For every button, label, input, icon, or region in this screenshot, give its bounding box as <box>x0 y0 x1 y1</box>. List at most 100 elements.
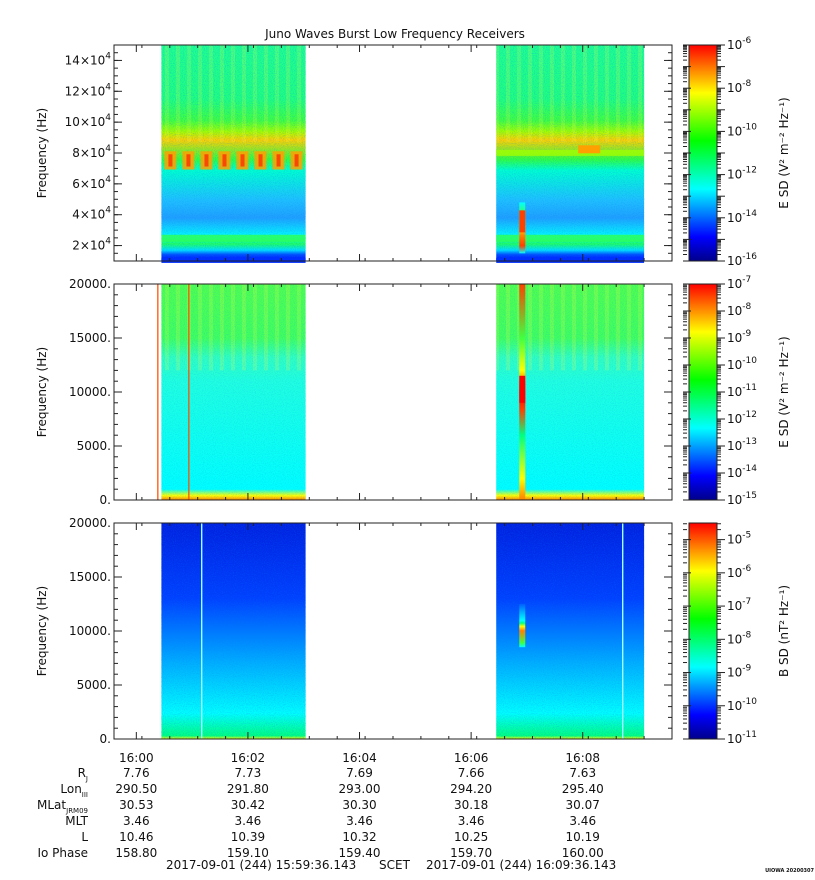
ephemeris-value: 290.50 <box>115 782 157 796</box>
ephemeris-value: 10.46 <box>119 830 153 844</box>
ephemeris-row-label: MLT <box>65 814 88 828</box>
interference-line <box>622 523 624 739</box>
colorbar-tick-label: 10-9 <box>727 664 752 680</box>
y-axis-label: Frequency (Hz) <box>35 347 49 438</box>
ephemeris-value: 160.00 <box>562 846 604 860</box>
spectrogram-speckle <box>161 284 306 500</box>
ephemeris-value: 294.20 <box>450 782 492 796</box>
time-axis: 16:00 16:02 16:04 16:06 16:08 <box>119 751 600 765</box>
emission-band-patch <box>496 149 645 156</box>
colorbar-tick-label: 10-8 <box>727 79 752 95</box>
panel-bottom: 0. 5000. 10000. 15000. 20000. Frequency (Hz) 1… <box>35 516 791 746</box>
y-tick-label: 10000. <box>69 385 111 399</box>
panel-top-data-block <box>496 45 645 263</box>
ephemeris-row-label: L <box>81 830 88 844</box>
ephemeris-value: 10.39 <box>231 830 265 844</box>
y-tick-label: 5000. <box>77 678 111 692</box>
colorbar-tick-label: 10-14 <box>727 209 757 225</box>
ephemeris-value: 3.46 <box>569 814 596 828</box>
ephemeris-value: 10.25 <box>454 830 488 844</box>
colorbar-label: E SD (V² m⁻² Hz⁻¹) <box>777 97 791 208</box>
interference-line <box>201 523 203 739</box>
ephemeris-value: 7.66 <box>458 766 485 780</box>
emission-band-core <box>186 154 191 167</box>
y-tick-label: 15000. <box>69 570 111 584</box>
colorbar-tick-label: 10-7 <box>727 275 751 291</box>
processing-stamp: UIOWA 20200307 <box>765 868 814 874</box>
y-axis-label: Frequency (Hz) <box>35 586 49 677</box>
panel-mid-data-block <box>496 284 645 500</box>
panel-top-colorbar: 10-16 10-14 10-12 10-10 10-8 10-6 E SD (V² m⁻²… <box>683 36 791 268</box>
panel-bottom-colorbar: 10-11 10-10 10-9 10-8 10-7 10-6 10-5 B SD (nT² … <box>683 522 791 746</box>
colorbar-tick-label: 10-5 <box>727 531 751 547</box>
x-tick-label: 16:08 <box>565 751 600 765</box>
colorbar-tick-label: 10-15 <box>727 491 757 507</box>
colorbar-tick-label: 10-12 <box>727 410 757 426</box>
figure-title: Juno Waves Burst Low Frequency Receivers <box>264 27 525 41</box>
ephemeris-value: 30.18 <box>454 798 488 812</box>
scet-start: 2017-09-01 (244) 15:59:36.143 <box>166 858 356 872</box>
panel-bottom-data-block <box>496 523 645 739</box>
colorbar-gradient <box>689 284 717 500</box>
colorbar-tick-label: 10-14 <box>727 464 757 480</box>
y-tick-label: 4×104 <box>72 206 111 222</box>
ephemeris-value: 10.32 <box>342 830 376 844</box>
colorbar-tick-label: 10-16 <box>727 252 757 268</box>
y-tick-label: 8×104 <box>72 144 111 160</box>
emission-band-core <box>168 154 173 167</box>
spectrogram-speckle <box>496 523 645 739</box>
y-tick-label: 5000. <box>77 439 111 453</box>
colorbar-tick-label: 10-8 <box>727 302 752 318</box>
colorbar-gradient <box>689 523 717 739</box>
colorbar-tick-label: 10-11 <box>727 730 757 746</box>
scet-label: SCET <box>379 858 411 872</box>
colorbar-tick-label: 10-10 <box>727 356 757 372</box>
ephemeris-value: 293.00 <box>339 782 381 796</box>
colorbar-tick-label: 10-11 <box>727 383 757 399</box>
x-tick-label: 16:04 <box>342 751 377 765</box>
ephemeris-row-label: RJ <box>78 766 88 783</box>
colorbar-tick-label: 10-7 <box>727 597 751 613</box>
colorbar-tick-label: 10-12 <box>727 166 757 182</box>
ephemeris-value: 30.42 <box>231 798 265 812</box>
ephemeris-row-label: LonIII <box>60 782 88 799</box>
emission-band-core <box>222 154 227 167</box>
panel-bottom-data-block <box>161 523 306 739</box>
y-tick-label: 10×104 <box>65 113 112 129</box>
colorbar-tick-label: 10-8 <box>727 630 752 646</box>
interference-line <box>157 284 159 500</box>
ephemeris-value: 3.46 <box>123 814 150 828</box>
panel-mid-data-block <box>157 284 306 500</box>
y-tick-label: 20000. <box>69 277 111 291</box>
ephemeris-value: 7.63 <box>569 766 596 780</box>
ephemeris-value: 159.10 <box>227 846 269 860</box>
ephemeris-value: 3.46 <box>346 814 373 828</box>
spectrogram-panels: 2×104 4×104 6×104 8×104 10×104 12×104 14×104 Fr… <box>35 36 791 746</box>
lf-floor <box>496 257 645 263</box>
colorbar-tick-label: 10-6 <box>727 36 752 52</box>
ephemeris-row-label: Io Phase <box>37 846 88 860</box>
y-tick-label: 6×104 <box>72 175 111 191</box>
interference-line <box>188 284 190 500</box>
scet-end: 2017-09-01 (244) 16:09:36.143 <box>426 858 616 872</box>
ephemeris-value: 7.69 <box>346 766 373 780</box>
ephemeris-value: 7.73 <box>235 766 262 780</box>
y-tick-label: 0. <box>100 732 111 746</box>
emission-band-core <box>204 154 209 167</box>
colorbar-tick-label: 10-9 <box>727 329 752 345</box>
emission-band-patch <box>578 145 601 154</box>
y-tick-label: 14×104 <box>65 51 112 67</box>
panel-top: 2×104 4×104 6×104 8×104 10×104 12×104 14×104 Fr… <box>35 36 791 268</box>
burst-spike <box>519 604 526 648</box>
y-tick-label: 10000. <box>69 624 111 638</box>
lf-band <box>161 234 306 242</box>
x-tick-label: 16:00 <box>119 751 154 765</box>
ephemeris-value: 295.40 <box>562 782 604 796</box>
y-tick-label: 0. <box>100 493 111 507</box>
lf-floor <box>161 257 306 263</box>
emission-band-core <box>276 154 281 167</box>
y-tick-label: 20000. <box>69 516 111 530</box>
colorbar-tick-label: 10-10 <box>727 122 757 138</box>
y-axis-label: Frequency (Hz) <box>35 108 49 199</box>
spectrogram-speckle <box>496 284 645 500</box>
